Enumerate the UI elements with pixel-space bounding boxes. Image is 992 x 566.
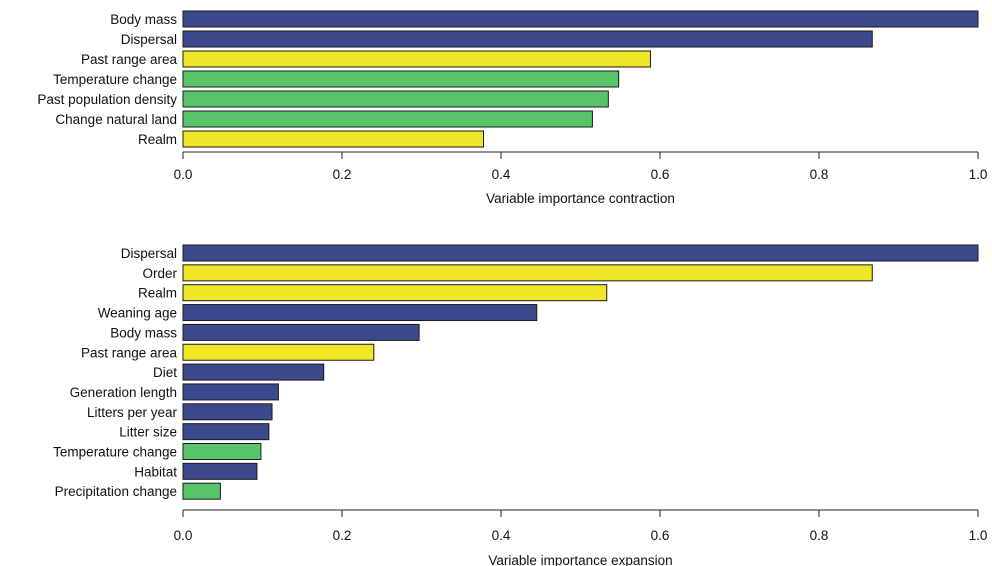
expansion-bar-10 [182, 443, 262, 460]
expansion-category-label-11: Habitat [134, 464, 177, 479]
expansion-bar-0 [182, 244, 979, 262]
expansion-category-label-2: Realm [138, 286, 177, 301]
expansion-category-label-12: Precipitation change [55, 484, 177, 499]
expansion-category-label-9: Litter size [119, 425, 177, 440]
contraction-bar-2 [182, 50, 651, 68]
expansion-bar-1 [182, 264, 873, 282]
expansion-bar-7 [182, 383, 279, 401]
expansion-category-label-0: Dispersal [121, 246, 177, 261]
expansion-bar-6 [182, 363, 325, 381]
expansion-tick-label-0: 0.0 [174, 528, 193, 543]
expansion-tick-label-2: 0.4 [492, 528, 511, 543]
contraction-category-label-3: Temperature change [53, 72, 177, 87]
contraction-panel: Body mass Dispersal Past range area Tempera… [37, 10, 988, 206]
contraction-tick-label-5: 1.0 [969, 167, 988, 182]
contraction-category-label-2: Past range area [81, 52, 178, 67]
expansion-bar-12 [182, 482, 221, 500]
contraction-category-label-6: Realm [138, 132, 177, 147]
expansion-category-label-3: Weaning age [98, 306, 177, 321]
expansion-bar-5 [182, 343, 375, 361]
contraction-bar-1 [182, 30, 873, 48]
expansion-category-label-4: Body mass [110, 325, 177, 340]
contraction-bar-6 [182, 130, 485, 148]
expansion-category-label-7: Generation length [70, 385, 177, 400]
contraction-category-label-0: Body mass [110, 12, 177, 27]
contraction-tick-label-0: 0.0 [174, 167, 193, 182]
contraction-tick-label-3: 0.6 [651, 167, 670, 182]
expansion-tick-label-5: 1.0 [969, 528, 988, 543]
contraction-tick-label-4: 0.8 [810, 167, 829, 182]
expansion-tick-label-4: 0.8 [810, 528, 829, 543]
contraction-bar-5 [182, 110, 593, 128]
expansion-bar-11 [182, 462, 258, 480]
contraction-bar-0 [182, 10, 979, 28]
contraction-tick-label-2: 0.4 [492, 167, 511, 182]
contraction-category-label-5: Change natural land [55, 112, 177, 127]
expansion-bar-3 [182, 304, 538, 322]
expansion-tick-label-1: 0.2 [333, 528, 352, 543]
expansion-panel: Dispersal Order Realm Weaning age Body mass P… [53, 244, 988, 566]
expansion-bar-9 [182, 423, 270, 441]
contraction-x-axis-title: Variable importance contraction [486, 191, 675, 206]
expansion-bar-8 [182, 403, 273, 421]
expansion-category-label-6: Diet [153, 365, 177, 380]
contraction-category-label-1: Dispersal [121, 32, 177, 47]
expansion-tick-label-3: 0.6 [651, 528, 670, 543]
expansion-bar-2 [182, 284, 608, 302]
expansion-category-label-5: Past range area [81, 345, 178, 360]
contraction-bar-3 [182, 70, 620, 88]
contraction-tick-label-1: 0.2 [333, 167, 352, 182]
expansion-category-label-8: Litters per year [87, 405, 178, 420]
contraction-category-label-4: Past population density [37, 92, 177, 107]
contraction-bar-4 [182, 90, 609, 108]
expansion-x-axis-title: Variable importance expansion [488, 553, 672, 566]
expansion-category-label-10: Temperature change [53, 445, 177, 460]
expansion-category-label-1: Order [142, 266, 177, 281]
expansion-bar-4 [182, 323, 420, 341]
